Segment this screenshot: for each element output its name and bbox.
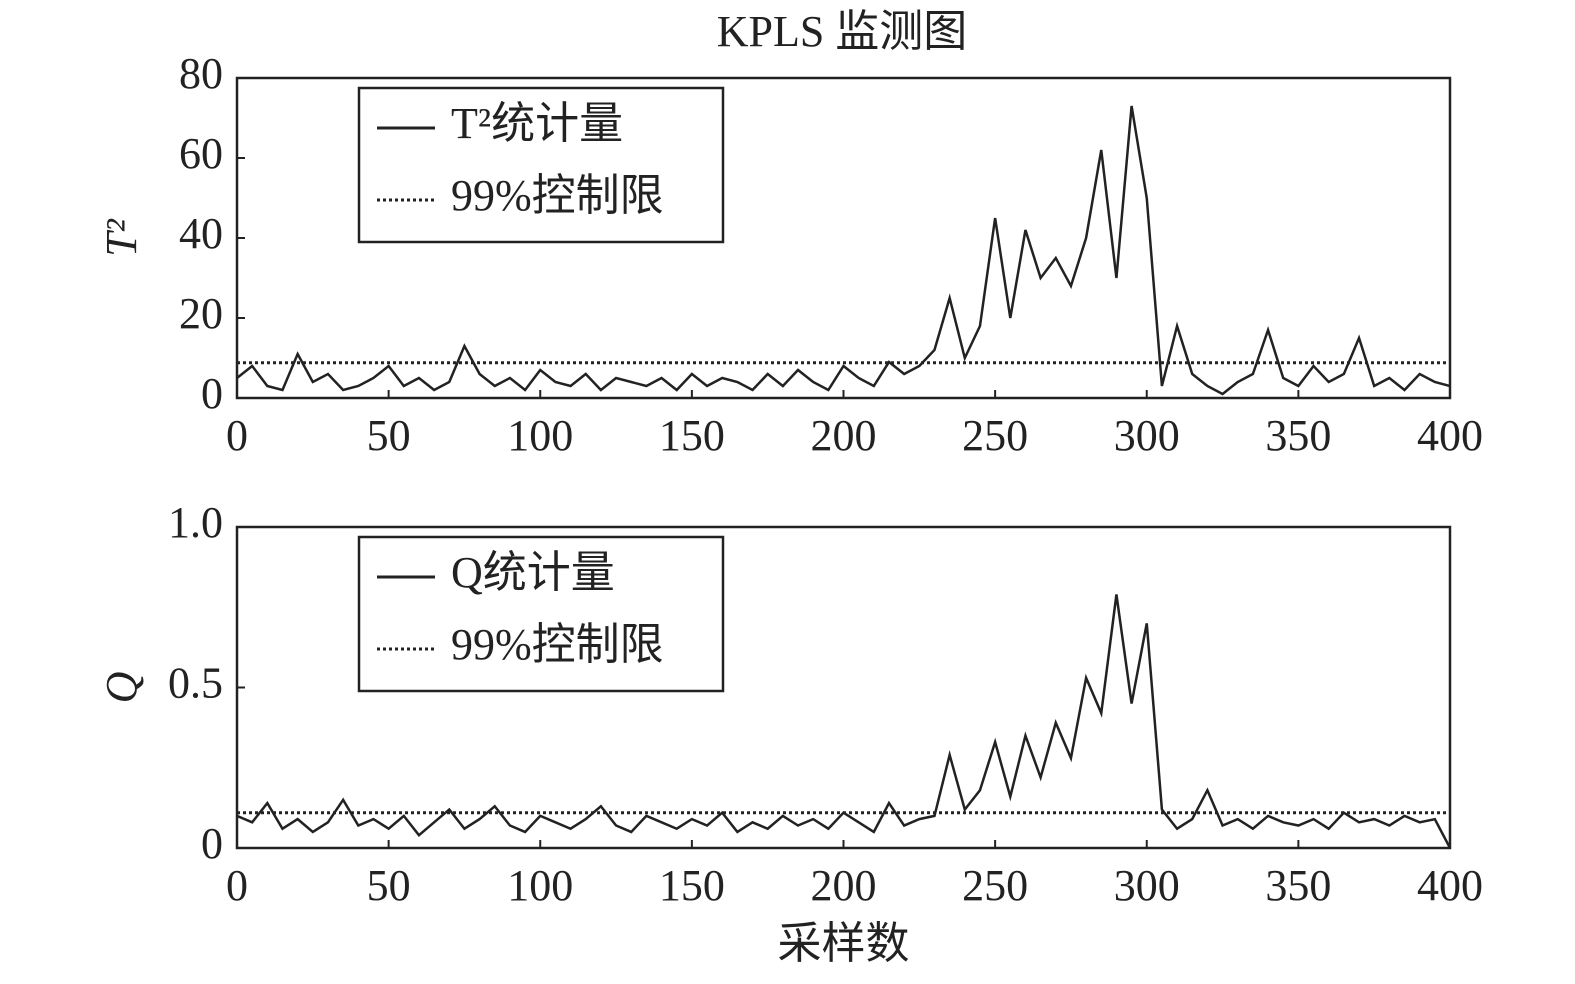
x-axis-label: 采样数 [778, 919, 910, 968]
y-tick-label: 80 [179, 49, 223, 98]
y-tick-label: 40 [179, 209, 223, 258]
x-tick-label: 250 [962, 861, 1028, 910]
x-tick-label: 200 [811, 861, 877, 910]
x-tick-label: 300 [1114, 861, 1180, 910]
y-axis-label: Q [97, 672, 146, 704]
y-tick-label: 0 [201, 369, 223, 418]
x-tick-label: 50 [367, 861, 411, 910]
x-tick-label: 150 [659, 861, 725, 910]
legend-label: 99%控制限 [451, 171, 664, 220]
x-tick-label: 0 [226, 861, 248, 910]
x-tick-label: 50 [367, 411, 411, 460]
legend-box [357, 535, 725, 693]
x-tick-label: 300 [1114, 411, 1180, 460]
chart-title: KPLS 监测图 [717, 7, 968, 56]
plot-frame [235, 76, 1452, 400]
plot-frame [235, 525, 1452, 850]
y-tick-label: 60 [179, 129, 223, 178]
x-tick-label: 0 [226, 411, 248, 460]
x-tick-label: 250 [962, 411, 1028, 460]
x-tick-label: 100 [507, 861, 573, 910]
y-axis-label: T² [97, 218, 146, 256]
x-tick-label: 100 [507, 411, 573, 460]
y-tick-label: 1.0 [168, 498, 223, 547]
x-tick-label: 350 [1265, 411, 1331, 460]
x-tick-label: 150 [659, 411, 725, 460]
y-tick-label: 20 [179, 289, 223, 338]
legend-label: Q统计量 [451, 548, 615, 597]
x-tick-label: 400 [1417, 411, 1483, 460]
legend-label: T²统计量 [451, 99, 623, 148]
x-tick-label: 400 [1417, 861, 1483, 910]
series-line [237, 105, 1450, 396]
y-tick-label: 0.5 [168, 659, 223, 708]
legend-label: 99%控制限 [451, 620, 664, 669]
x-tick-label: 350 [1265, 861, 1331, 910]
legend-box [357, 86, 725, 244]
y-tick-label: 0 [201, 819, 223, 868]
x-tick-label: 200 [811, 411, 877, 460]
